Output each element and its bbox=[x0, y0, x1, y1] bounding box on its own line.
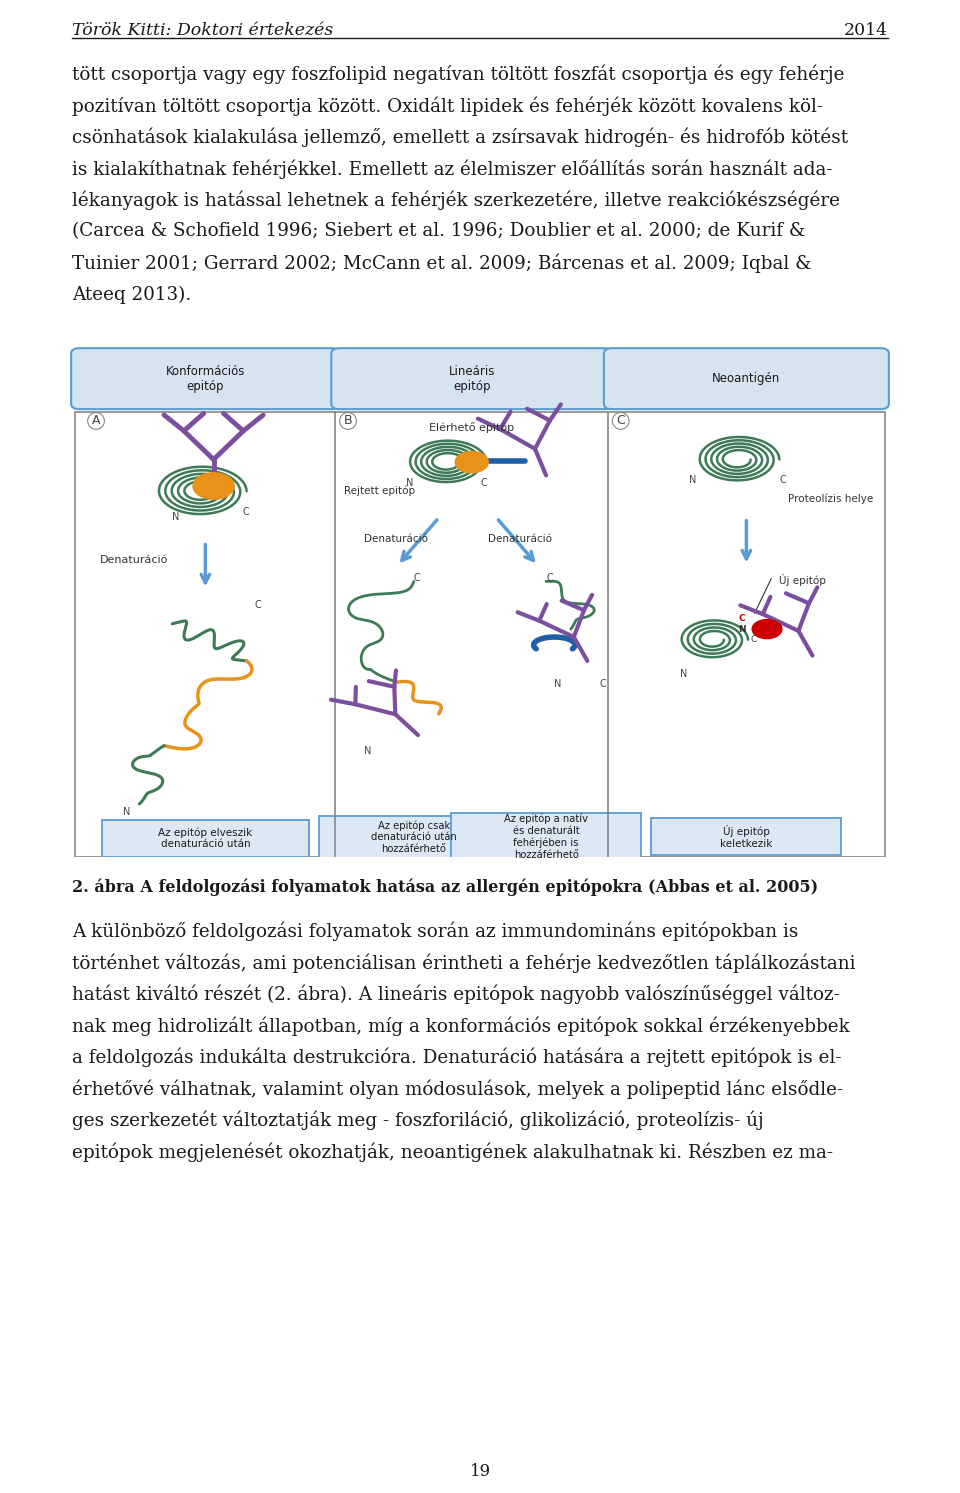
Circle shape bbox=[193, 473, 234, 499]
Text: C: C bbox=[255, 600, 262, 611]
Text: csönhatások kialakulása jellemző, emellett a zsírsavak hidrogén- és hidrofób köt: csönhatások kialakulása jellemző, emelle… bbox=[72, 128, 848, 148]
Text: C: C bbox=[243, 508, 250, 517]
Text: Konformációs
epitóp: Konformációs epitóp bbox=[166, 364, 245, 393]
Text: 2. ábra A feldolgozási folyamatok hatása az allergén epitópokra (Abbas et al. 20: 2. ábra A feldolgozási folyamatok hatása… bbox=[72, 879, 818, 896]
Text: Neoantigén: Neoantigén bbox=[712, 372, 780, 385]
Bar bbox=[75, 412, 885, 857]
Text: lékanyagok is hatással lehetnek a fehérjék szerkezetére, illetve reakciókészségé: lékanyagok is hatással lehetnek a fehérj… bbox=[72, 191, 840, 211]
Text: Török Kitti: Doktori értekezés: Török Kitti: Doktori értekezés bbox=[72, 22, 333, 39]
FancyBboxPatch shape bbox=[652, 818, 841, 855]
Text: N: N bbox=[738, 624, 746, 633]
Text: 2014: 2014 bbox=[844, 22, 888, 39]
FancyBboxPatch shape bbox=[102, 820, 308, 857]
Text: Lineáris
epitóp: Lineáris epitóp bbox=[448, 364, 495, 393]
Text: Denaturáció: Denaturáció bbox=[489, 533, 552, 543]
Text: C: C bbox=[751, 636, 756, 645]
Text: Új epitóp
keletkezik: Új epitóp keletkezik bbox=[720, 826, 773, 848]
Text: N: N bbox=[123, 806, 131, 817]
Text: nak meg hidrolizált állapotban, míg a konformációs epitópok sokkal érzékenyebbek: nak meg hidrolizált állapotban, míg a ko… bbox=[72, 1017, 850, 1036]
Text: epitópok megjelenését okozhatják, neoantigének alakulhatnak ki. Részben ez ma-: epitópok megjelenését okozhatják, neoant… bbox=[72, 1142, 833, 1162]
Text: Proteolízis helye: Proteolízis helye bbox=[788, 493, 873, 505]
Text: N: N bbox=[688, 475, 696, 485]
Text: B: B bbox=[344, 415, 352, 427]
Text: is kialakíthatnak fehérjékkel. Emellett az élelmiszer előállítás során használt : is kialakíthatnak fehérjékkel. Emellett … bbox=[72, 160, 832, 179]
Text: C: C bbox=[780, 475, 786, 485]
Text: N: N bbox=[554, 679, 562, 690]
Text: Új epitóp: Új epitóp bbox=[780, 573, 827, 587]
Text: Tuinier 2001; Gerrard 2002; McCann et al. 2009; Bárcenas et al. 2009; Iqbal &: Tuinier 2001; Gerrard 2002; McCann et al… bbox=[72, 254, 811, 273]
Text: C: C bbox=[480, 478, 487, 488]
Text: C: C bbox=[738, 614, 745, 623]
Text: Elérhető epitóp: Elérhető epitóp bbox=[429, 423, 515, 433]
Text: C: C bbox=[616, 415, 625, 427]
Circle shape bbox=[455, 451, 489, 473]
Text: hatást kiváltó részét (2. ábra). A lineáris epitópok nagyobb valószínűséggel vál: hatást kiváltó részét (2. ábra). A lineá… bbox=[72, 985, 840, 1005]
FancyBboxPatch shape bbox=[451, 814, 641, 860]
Text: Az epitóp csak
denaturáció után
hozzáférhető: Az epitóp csak denaturáció után hozzáfér… bbox=[372, 820, 457, 854]
Text: Denaturáció: Denaturáció bbox=[100, 555, 168, 564]
FancyBboxPatch shape bbox=[319, 815, 509, 858]
Text: A: A bbox=[92, 415, 100, 427]
Text: Rejtett epitóp: Rejtett epitóp bbox=[344, 485, 415, 496]
Text: ges szerkezetét változtatják meg - foszforiláció, glikolizáció, proteolízis- új: ges szerkezetét változtatják meg - foszf… bbox=[72, 1111, 764, 1130]
FancyBboxPatch shape bbox=[331, 348, 612, 409]
Text: Ateeq 2013).: Ateeq 2013). bbox=[72, 285, 191, 303]
Text: C: C bbox=[546, 573, 553, 584]
Text: a feldolgozás indukálta destrukcióra. Denaturáció hatására a rejtett epitópok is: a feldolgozás indukálta destrukcióra. De… bbox=[72, 1048, 842, 1067]
Text: 19: 19 bbox=[469, 1463, 491, 1480]
Text: A különböző feldolgozási folyamatok során az immundomináns epitópokban is: A különböző feldolgozási folyamatok sorá… bbox=[72, 923, 799, 942]
Text: Denaturáció: Denaturáció bbox=[365, 533, 428, 543]
Text: C: C bbox=[414, 573, 420, 584]
Text: történhet változás, ami potenciálisan érintheti a fehérje kedvezőtlen táplálkozá: történhet változás, ami potenciálisan ér… bbox=[72, 954, 855, 973]
Text: N: N bbox=[406, 478, 413, 488]
FancyBboxPatch shape bbox=[71, 348, 340, 409]
Text: C: C bbox=[600, 679, 607, 690]
Text: N: N bbox=[365, 745, 372, 755]
Text: tött csoportja vagy egy foszfolipid negatívan töltött foszfát csoportja és egy f: tött csoportja vagy egy foszfolipid nega… bbox=[72, 66, 845, 85]
Circle shape bbox=[753, 620, 781, 639]
Text: érhetővé válhatnak, valamint olyan módosulások, melyek a polipeptid lánc elsődle: érhetővé válhatnak, valamint olyan módos… bbox=[72, 1079, 843, 1099]
Text: Az epitóp elveszik
denaturáció után: Az epitóp elveszik denaturáció után bbox=[158, 827, 252, 850]
Text: (Carcea & Schofield 1996; Siebert et al. 1996; Doublier et al. 2000; de Kurif &: (Carcea & Schofield 1996; Siebert et al.… bbox=[72, 222, 805, 240]
FancyBboxPatch shape bbox=[604, 348, 889, 409]
Text: Az epitóp a natív
és denaturált
fehérjében is
hozzáférhető: Az epitóp a natív és denaturált fehérjéb… bbox=[504, 814, 588, 860]
Text: N: N bbox=[681, 669, 687, 679]
Text: pozitívan töltött csoportja között. Oxidált lipidek és fehérjék között kovalens : pozitívan töltött csoportja között. Oxid… bbox=[72, 97, 823, 116]
Text: N: N bbox=[172, 512, 180, 523]
